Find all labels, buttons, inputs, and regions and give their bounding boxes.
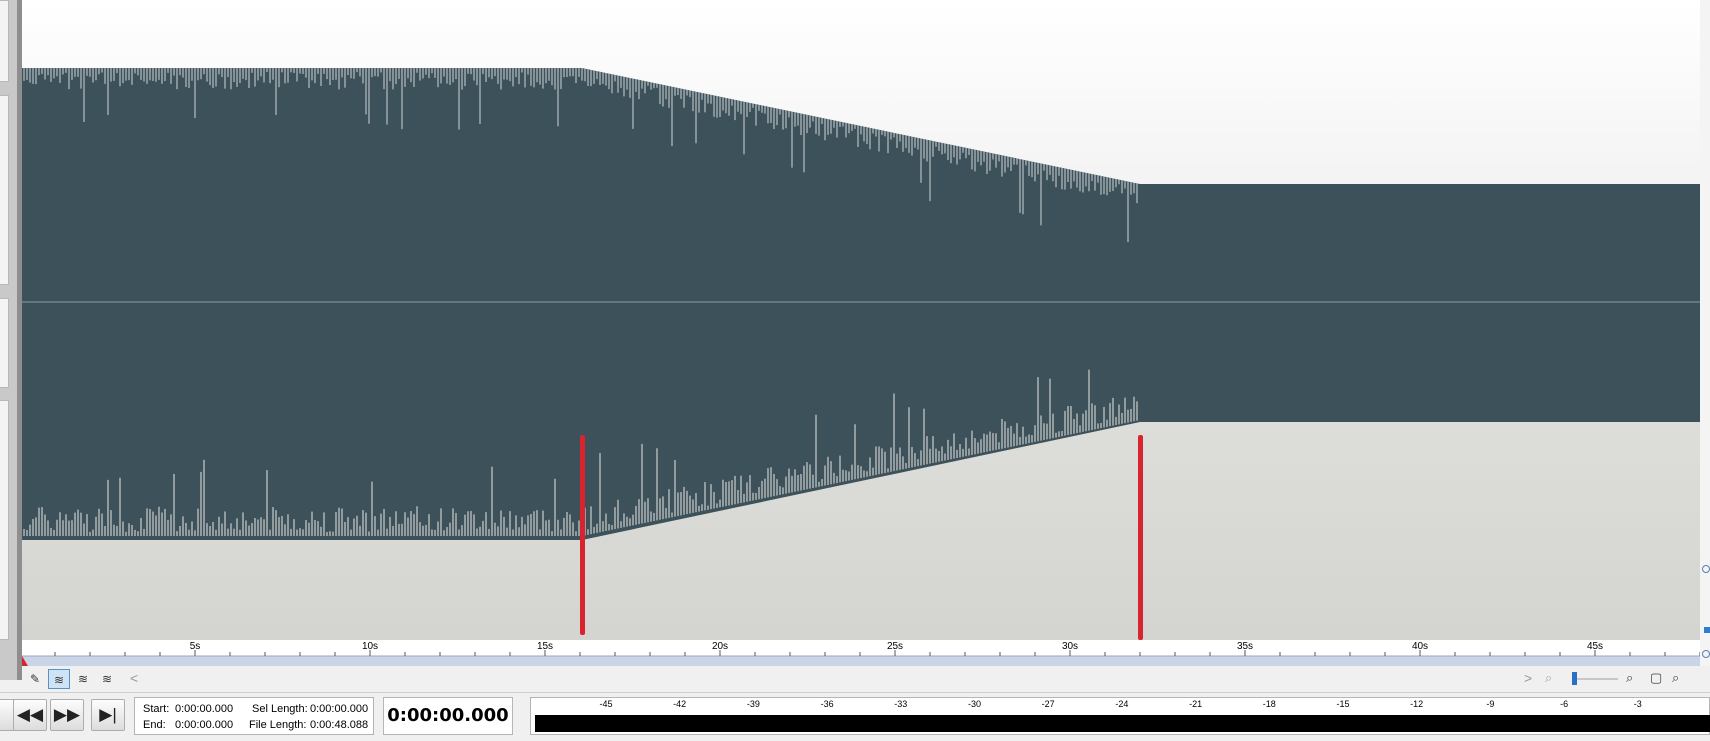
end-value: 0:00:00.000	[175, 719, 234, 731]
pencil-icon[interactable]: ✎	[29, 672, 41, 686]
waveform-envelope	[22, 68, 1700, 540]
scroll-right-button[interactable]: >	[1524, 670, 1533, 686]
start-label: Start:	[143, 703, 170, 715]
meter-scale-label: -21	[1189, 699, 1203, 709]
meter-scale-label: -39	[746, 699, 760, 709]
meter-scale-label: -18	[1262, 699, 1276, 709]
timeline-ruler[interactable]	[22, 640, 1700, 666]
ruler-label: 35s	[1236, 641, 1254, 652]
selection-info-panel: Start: 0:00:00.000 End: 0:00:00.000 Sel …	[134, 697, 374, 735]
rewind-button[interactable]: ◀◀	[13, 699, 47, 731]
ruler-label: 40s	[1411, 641, 1429, 652]
zoom-selection-icon[interactable]: ▢	[1650, 670, 1663, 685]
current-time-display: 0:00:00.000	[383, 697, 513, 735]
ruler-label: 20s	[711, 641, 729, 652]
marker-fade-start[interactable]	[580, 435, 585, 635]
skip-to-end-button[interactable]: ▶|	[91, 699, 125, 731]
zoom-slider-track[interactable]	[1572, 678, 1618, 680]
vertical-zoom-thumb[interactable]	[1704, 627, 1710, 633]
ruler-label: 15s	[536, 641, 554, 652]
meter-scale-label: -30	[967, 699, 982, 709]
waveform-view[interactable]	[22, 0, 1700, 640]
level-meter-bar	[535, 715, 1710, 732]
track-tab[interactable]	[0, 298, 9, 388]
meter-scale-label: -45	[599, 699, 613, 709]
transport-bar: ◀◀ ▶▶ ▶| Start: 0:00:00.000 End: 0:00:00…	[0, 692, 1710, 741]
meter-scale-label: -27	[1041, 699, 1055, 709]
ruler-label: 25s	[886, 641, 904, 652]
select-both-channels-icon[interactable]: ≋	[48, 669, 70, 689]
meter-scale-label: -24	[1115, 699, 1129, 709]
meter-scale-label: -6	[1560, 699, 1569, 709]
meter-scale-label: -12	[1410, 699, 1424, 709]
meter-scale-label: -15	[1336, 699, 1350, 709]
marker-fade-end[interactable]	[1138, 435, 1143, 640]
zoom-in-vertical-icon[interactable]	[1702, 565, 1710, 573]
meter-scale-label: -33	[894, 699, 908, 709]
playhead-marker[interactable]	[22, 656, 28, 666]
zoom-out-vertical-icon[interactable]	[1702, 650, 1710, 658]
waveform-toolbar: ✎ ≋ ≋ ≋ < > ⌕ ⌕ ▢ ⌕	[22, 666, 1710, 692]
meter-scale-label: -3	[1633, 699, 1642, 709]
level-meter: -45 -42 -39 -36 -33 -30 -27 -24 -21 -18 -15 -12 -9 -6…	[530, 697, 1710, 735]
ruler-label: 45s	[1586, 641, 1604, 652]
ruler-label: 5s	[189, 641, 201, 652]
waveform-canvas[interactable]	[22, 0, 1700, 640]
sel-length-label: Sel Length:	[252, 703, 308, 715]
panel-divider[interactable]	[17, 0, 22, 680]
track-tab[interactable]	[0, 400, 9, 640]
select-left-channel-icon[interactable]: ≋	[77, 672, 89, 686]
meter-scale-label: -42	[673, 699, 687, 709]
zoom-in-icon[interactable]: ⌕	[1626, 670, 1634, 685]
fast-forward-button[interactable]: ▶▶	[50, 699, 84, 731]
start-value: 0:00:00.000	[175, 703, 234, 715]
sel-length-value: 0:00:00.000	[310, 703, 369, 715]
zoom-out-icon[interactable]: ⌕	[1545, 670, 1553, 685]
ruler-label: 10s	[361, 641, 379, 652]
track-tab[interactable]	[0, 95, 9, 285]
file-length-label: File Length:	[249, 719, 307, 731]
track-tab[interactable]	[0, 0, 9, 82]
select-right-channel-icon[interactable]: ≋	[101, 672, 113, 686]
meter-scale-label: -36	[820, 699, 834, 709]
end-label: End:	[143, 719, 166, 731]
vertical-zoom-strip	[1700, 0, 1710, 680]
zoom-full-icon[interactable]: ⌕	[1672, 670, 1680, 685]
file-length-value: 0:00:48.088	[310, 719, 369, 731]
left-panel-strip	[0, 0, 22, 680]
ruler-label: 30s	[1061, 641, 1079, 652]
waveform-transients	[23, 68, 1138, 536]
meter-scale-label: -9	[1486, 699, 1495, 709]
zoom-slider-thumb[interactable]	[1572, 672, 1577, 685]
scroll-left-button[interactable]: <	[130, 670, 139, 686]
